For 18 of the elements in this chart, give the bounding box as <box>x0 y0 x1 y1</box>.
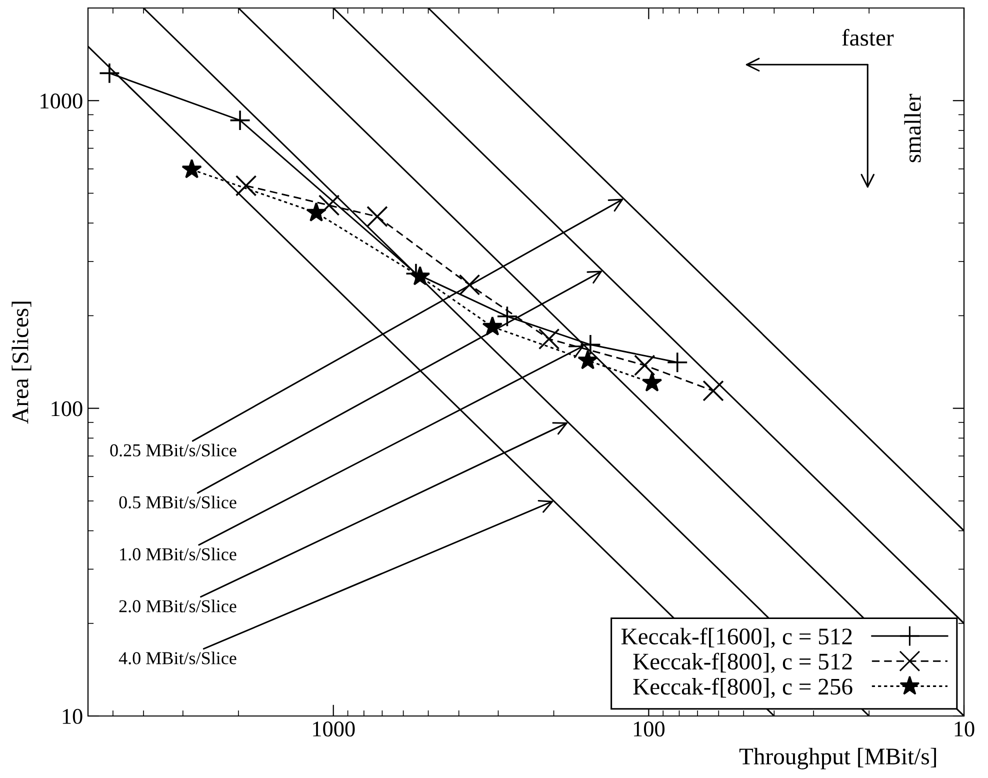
annotation: smaller <box>904 94 921 162</box>
x-tick-label: 1000 <box>313 722 355 736</box>
annotation: 0.5 MBit/s/Slice <box>119 496 236 508</box>
y-tick-label: 10 <box>62 708 82 724</box>
y-axis-title: Area [Slices] <box>12 302 32 424</box>
x-tick-label: 100 <box>634 722 664 736</box>
y-tick-label: 1000 <box>40 94 82 109</box>
annotation: 4.0 MBit/s/Slice <box>118 652 236 664</box>
legend-label: Keccak-f[800], c = 512 <box>633 652 852 673</box>
x-axis-title: Throughput [MBit/s] <box>739 748 936 770</box>
legend-label: Keccak-f[800], c = 256 <box>633 678 852 698</box>
annotation: 0.25 MBit/s/Slice <box>110 444 236 457</box>
y-tick-label: 100 <box>52 401 82 416</box>
legend-label: Keccak-f[1600], c = 512 <box>621 628 852 648</box>
annotation: 1.0 MBit/s/Slice <box>120 548 236 560</box>
x-tick-label: 10 <box>954 722 974 736</box>
annotation: 2.0 MBit/s/Slice <box>119 600 236 612</box>
annotation: faster <box>842 28 894 46</box>
